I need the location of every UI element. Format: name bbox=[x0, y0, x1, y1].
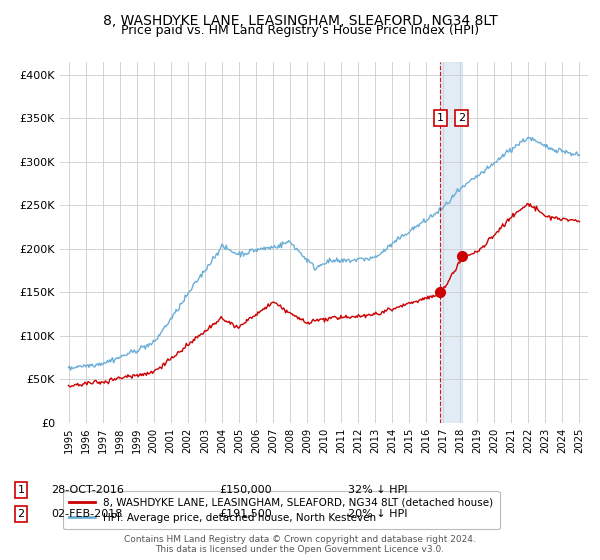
Bar bbox=[440, 62, 462, 423]
Text: 32% ↓ HPI: 32% ↓ HPI bbox=[348, 485, 407, 495]
Text: Contains HM Land Registry data © Crown copyright and database right 2024.
This d: Contains HM Land Registry data © Crown c… bbox=[124, 535, 476, 554]
Text: 20% ↓ HPI: 20% ↓ HPI bbox=[348, 509, 407, 519]
Text: 02-FEB-2018: 02-FEB-2018 bbox=[51, 509, 122, 519]
Text: 2: 2 bbox=[17, 509, 25, 519]
Text: 28-OCT-2016: 28-OCT-2016 bbox=[51, 485, 124, 495]
Text: 8, WASHDYKE LANE, LEASINGHAM, SLEAFORD, NG34 8LT: 8, WASHDYKE LANE, LEASINGHAM, SLEAFORD, … bbox=[103, 14, 497, 28]
Legend: 8, WASHDYKE LANE, LEASINGHAM, SLEAFORD, NG34 8LT (detached house), HPI: Average : 8, WASHDYKE LANE, LEASINGHAM, SLEAFORD, … bbox=[62, 491, 500, 529]
Text: Price paid vs. HM Land Registry's House Price Index (HPI): Price paid vs. HM Land Registry's House … bbox=[121, 24, 479, 36]
Text: 2: 2 bbox=[458, 113, 466, 123]
Text: 1: 1 bbox=[17, 485, 25, 495]
Text: £191,500: £191,500 bbox=[219, 509, 272, 519]
Text: 1: 1 bbox=[437, 113, 444, 123]
Text: £150,000: £150,000 bbox=[219, 485, 272, 495]
